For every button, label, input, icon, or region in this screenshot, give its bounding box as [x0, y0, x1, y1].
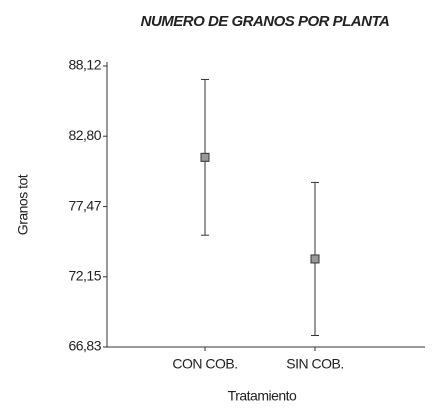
y-tick-label: 88,12 [68, 57, 101, 73]
y-tick-label: 72,15 [68, 267, 101, 283]
x-tick-label: CON COB. [172, 356, 237, 372]
chart-title: NUMERO DE GRANOS POR PLANTA [141, 13, 390, 30]
y-axis-label: Granos tot [15, 174, 31, 235]
x-tick-label: SIN COB. [286, 356, 343, 372]
y-tick-label: 66,83 [68, 338, 101, 354]
y-tick-label: 82,80 [68, 127, 101, 143]
mean-marker [310, 254, 320, 264]
x-axis-label: Tratamiento [228, 388, 297, 404]
mean-marker [200, 152, 210, 162]
y-tick-label: 77,47 [68, 197, 101, 213]
